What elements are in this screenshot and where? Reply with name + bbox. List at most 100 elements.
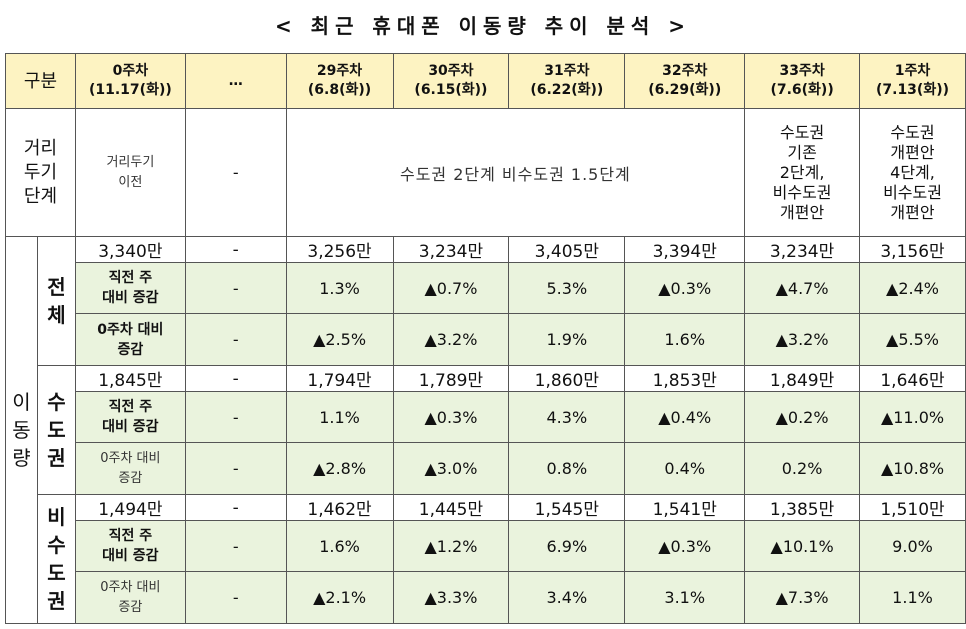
total-cell: - bbox=[184, 236, 287, 263]
vs0-cell: 0.4% bbox=[624, 442, 746, 495]
column-date: (6.15(화)) bbox=[414, 82, 488, 98]
total-cell: 3,234만 bbox=[744, 236, 861, 263]
total-cell: 3,234만 bbox=[392, 236, 510, 263]
mobility-group-char: 이 bbox=[12, 390, 31, 414]
distancing-before-line: 이전 bbox=[118, 174, 143, 190]
column-week: 33주차 bbox=[779, 63, 825, 79]
total-cell: 1,445만 bbox=[392, 494, 510, 521]
distancing-week33-line: 개편안 bbox=[780, 202, 825, 222]
column-week: 29주차 bbox=[316, 63, 363, 79]
distancing-week33-line: 비수도권 bbox=[772, 182, 832, 202]
distancing-label-line: 거리 bbox=[23, 137, 58, 159]
distancing-ellipsis: - bbox=[184, 108, 287, 237]
column-header: … bbox=[184, 53, 287, 109]
total-cell: 3,256만 bbox=[285, 236, 394, 263]
section-label-char: 체 bbox=[47, 303, 66, 327]
total-cell: 1,541만 bbox=[624, 494, 746, 521]
column-header: 31주차 (6.22(화)) bbox=[508, 53, 626, 109]
distancing-before-line: 거리두기 bbox=[106, 154, 155, 170]
total-cell: - bbox=[184, 494, 287, 521]
vs0-label-line: 증감 bbox=[118, 470, 143, 486]
vs0-cell: ▲5.5% bbox=[859, 313, 966, 366]
column-week: 30주차 bbox=[428, 63, 474, 79]
total-cell: 1,385만 bbox=[744, 494, 861, 521]
wow-label-line: 직전 주 bbox=[108, 399, 153, 415]
vs0-cell: 1.9% bbox=[508, 313, 626, 366]
section-label-char: 수 bbox=[47, 533, 66, 557]
total-cell: 1,789만 bbox=[392, 365, 510, 392]
total-cell: 1,462만 bbox=[285, 494, 394, 521]
section-label-char: 도 bbox=[47, 418, 66, 442]
total-cell: 3,340만 bbox=[74, 236, 186, 263]
mobility-table: 구분 0주차 (11.17(화)) … 29주차 (6.8(화)) 30주차 (6.15(화)… bbox=[5, 53, 966, 624]
column-header: 0주차 (11.17(화)) bbox=[74, 53, 186, 109]
wow-cell: 1.1% bbox=[285, 391, 394, 443]
wow-cell: ▲4.7% bbox=[744, 262, 861, 314]
vs0-cell: ▲2.5% bbox=[285, 313, 394, 366]
column-date: (7.6(화)) bbox=[770, 82, 834, 98]
wow-cell: ▲0.7% bbox=[392, 262, 510, 314]
column-week: 31주차 bbox=[544, 63, 590, 79]
wow-label-line: 대비 증감 bbox=[102, 290, 159, 306]
distancing-label: 거리 두기 단계 bbox=[5, 108, 76, 237]
vs0-cell: ▲2.8% bbox=[285, 442, 394, 495]
vs0-cell: - bbox=[184, 442, 287, 495]
wow-cell: ▲0.3% bbox=[624, 262, 746, 314]
total-cell: 1,794만 bbox=[285, 365, 394, 392]
column-header: 29주차 (6.8(화)) bbox=[285, 53, 394, 109]
section-label-char: 도 bbox=[47, 561, 66, 585]
column-week: 32주차 bbox=[662, 63, 708, 79]
total-cell: 3,156만 bbox=[859, 236, 966, 263]
vs0-label: 0주차 대비 증감 bbox=[74, 442, 186, 495]
column-header: 1주차 (7.13(화)) bbox=[859, 53, 966, 109]
section-label-char: 비 bbox=[47, 505, 66, 529]
vs0-label-line: 0주차 대비 bbox=[100, 579, 161, 595]
wow-label: 직전 주 대비 증감 bbox=[74, 520, 186, 572]
mobility-group-char: 량 bbox=[12, 446, 31, 470]
distancing-week1-line: 수도권 bbox=[890, 122, 935, 142]
wow-cell: ▲10.1% bbox=[744, 520, 861, 572]
vs0-cell: - bbox=[184, 571, 287, 624]
section-label-char: 수 bbox=[47, 390, 66, 414]
column-header: 30주차 (6.15(화)) bbox=[392, 53, 510, 109]
wow-label-line: 직전 주 bbox=[108, 270, 153, 286]
column-header: 32주차 (6.29(화)) bbox=[624, 53, 746, 109]
distancing-week33: 수도권 기존 2단계, 비수도권 개편안 bbox=[744, 108, 861, 237]
distancing-week33-line: 2단계, bbox=[779, 162, 825, 182]
table-title: < 최근 휴대폰 이동량 추이 분석 > bbox=[274, 14, 692, 38]
wow-cell: ▲0.3% bbox=[392, 391, 510, 443]
wow-label: 직전 주 대비 증감 bbox=[74, 391, 186, 443]
wow-cell: 1.3% bbox=[285, 262, 394, 314]
total-cell: 1,494만 bbox=[74, 494, 186, 521]
wow-label-line: 직전 주 bbox=[108, 528, 153, 544]
wow-cell: - bbox=[184, 391, 287, 443]
vs0-label-line: 0주차 대비 bbox=[97, 321, 164, 338]
vs0-cell: 0.8% bbox=[508, 442, 626, 495]
distancing-week33-line: 기존 bbox=[787, 142, 817, 162]
vs0-cell: 1.1% bbox=[859, 571, 966, 624]
vs0-cell: ▲3.0% bbox=[392, 442, 510, 495]
column-week: 0주차 bbox=[112, 63, 149, 79]
mobility-group-char: 동 bbox=[12, 418, 31, 442]
section-label-char: 권 bbox=[47, 589, 66, 613]
total-cell: 1,853만 bbox=[624, 365, 746, 392]
distancing-label-line: 두기 bbox=[23, 161, 58, 183]
wow-cell: ▲0.2% bbox=[744, 391, 861, 443]
column-date: (6.8(화)) bbox=[307, 82, 372, 98]
total-cell: 1,845만 bbox=[74, 365, 186, 392]
vs0-cell: 3.4% bbox=[508, 571, 626, 624]
total-cell: 3,405만 bbox=[508, 236, 626, 263]
vs0-label: 0주차 대비 증감 bbox=[74, 571, 186, 624]
distancing-middle: 수도권 2단계 비수도권 1.5단계 bbox=[285, 108, 746, 237]
wow-cell: 6.9% bbox=[508, 520, 626, 572]
distancing-label-line: 단계 bbox=[23, 185, 58, 207]
column-header: 33주차 (7.6(화)) bbox=[744, 53, 861, 109]
header-label: 구분 bbox=[5, 53, 76, 109]
total-cell: 3,394만 bbox=[624, 236, 746, 263]
